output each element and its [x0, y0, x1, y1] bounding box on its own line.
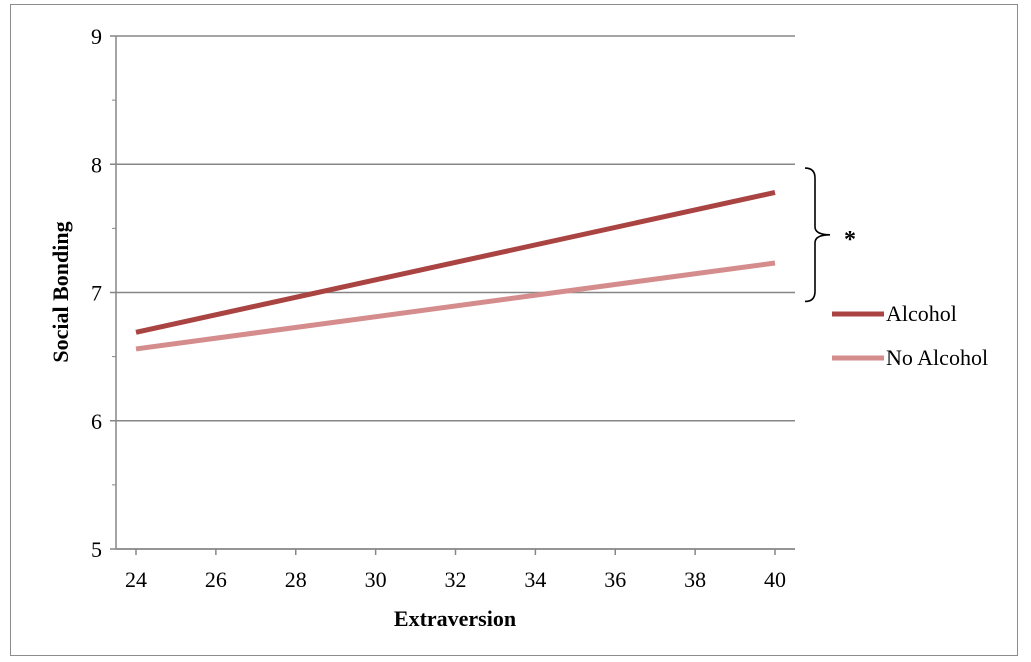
y-tick-label: 7 [91, 281, 102, 306]
legend: Alcohol No Alcohol [832, 301, 988, 370]
x-tick-label: 30 [365, 567, 387, 592]
x-tick-label: 26 [205, 567, 227, 592]
x-tick-label: 36 [604, 567, 626, 592]
chart-frame [10, 4, 1018, 656]
significance-brace: * [804, 167, 856, 303]
x-tick-label: 34 [524, 567, 546, 592]
y-tick-label: 6 [91, 409, 102, 434]
y-tick-label: 9 [91, 24, 102, 49]
brace-shape [804, 167, 831, 303]
x-tick-label: 38 [684, 567, 706, 592]
grid-lines [116, 35, 795, 550]
y-tick-labels: 5 6 7 8 9 [91, 24, 102, 562]
legend-label-alcohol: Alcohol [886, 301, 957, 326]
y-axis-title: Social Bonding [48, 221, 73, 362]
x-tick-label: 40 [764, 567, 786, 592]
x-tick-label: 32 [445, 567, 467, 592]
series-line-alcohol [135, 190, 776, 335]
x-tick-label: 24 [125, 567, 147, 592]
significance-star: * [844, 227, 856, 253]
x-tick-labels: 24 26 28 30 32 34 36 38 40 [125, 567, 786, 592]
y-tick-label: 5 [91, 537, 102, 562]
legend-label-no-alcohol: No Alcohol [886, 345, 988, 370]
axes [110, 35, 795, 555]
x-axis-title: Extraversion [394, 606, 516, 631]
series-line-no-alcohol [135, 260, 776, 352]
x-tick-label: 28 [285, 567, 307, 592]
series-lines [135, 190, 776, 352]
y-tick-label: 8 [91, 152, 102, 177]
